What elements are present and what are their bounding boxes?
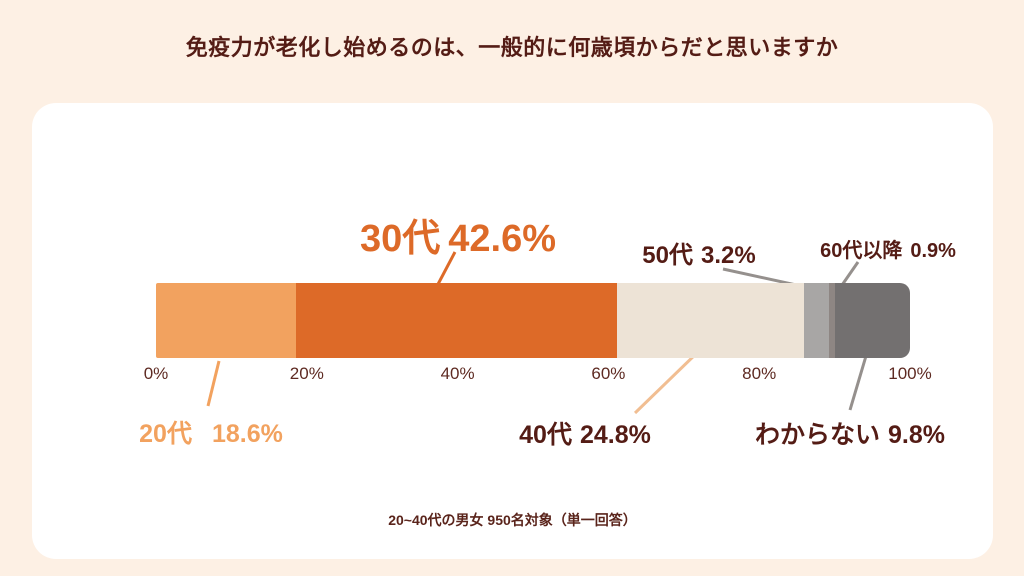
callout-line-20s bbox=[206, 360, 221, 407]
segment-name-60plus: 60代以降 bbox=[820, 240, 903, 262]
segment-value-50s: 3.2% bbox=[701, 242, 756, 269]
callout-label-20s: 20代 18.6% bbox=[139, 414, 283, 450]
x-axis-tick-60: 60% bbox=[591, 364, 626, 383]
x-axis-tick-40: 40% bbox=[440, 364, 475, 383]
callout-label-unknown: わからない 9.8% bbox=[755, 415, 945, 451]
x-axis-tick-80: 80% bbox=[742, 364, 777, 383]
bar-segment-unknown bbox=[835, 283, 910, 358]
bar-segment-60plus bbox=[828, 283, 836, 358]
callout-label-30s: 30代 42.6% bbox=[360, 207, 556, 262]
callout-label-60plus: 60代以降 0.9% bbox=[820, 234, 956, 263]
bar-segment-50s bbox=[804, 283, 829, 358]
bar-segment-30s bbox=[296, 283, 618, 358]
footnote: 20~40代の男女 950名対象（単一回答） bbox=[388, 512, 637, 528]
x-axis-tick-100: 100% bbox=[888, 364, 932, 383]
segment-value-unknown: 9.8% bbox=[888, 421, 945, 449]
x-axis-tick-0: 0% bbox=[143, 364, 169, 383]
x-axis: 0% 20% 40% 60% 80% 100% bbox=[144, 364, 932, 386]
callout-label-50s: 50代 3.2% bbox=[642, 235, 755, 270]
callout-line-unknown bbox=[848, 355, 868, 411]
stacked-bar bbox=[156, 283, 910, 358]
segment-name-unknown: わからない bbox=[755, 421, 881, 449]
segment-value-30s: 42.6% bbox=[448, 218, 557, 260]
callout-line-40s bbox=[633, 348, 702, 415]
segment-value-60plus: 0.9% bbox=[910, 240, 956, 262]
x-axis-tick-20: 20% bbox=[289, 364, 324, 383]
bar-segment-40s bbox=[617, 283, 805, 358]
segment-name-40s: 40代 bbox=[519, 421, 572, 449]
callout-line-30s bbox=[434, 251, 457, 289]
callout-label-40s: 40代 24.8% bbox=[519, 415, 651, 451]
segment-value-40s: 24.8% bbox=[579, 421, 651, 449]
segment-value-20s: 18.6% bbox=[211, 420, 283, 448]
segment-name-50s: 50代 bbox=[642, 242, 693, 269]
chart-card: 30代 42.6% 50代 3.2% 60代以降 0.9% 0% 20% 40%… bbox=[32, 103, 993, 559]
segment-name-30s: 30代 bbox=[359, 218, 441, 260]
chart-title: 免疫力が老化し始めるのは、一般的に何歳頃からだと思いますか bbox=[185, 35, 839, 60]
bar-segment-20s bbox=[156, 283, 297, 358]
segment-name-20s: 20代 bbox=[139, 420, 192, 448]
